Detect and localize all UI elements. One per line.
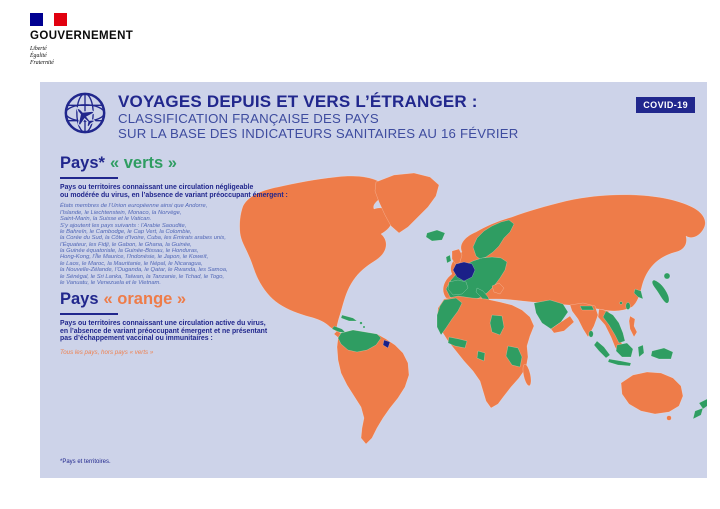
map-java xyxy=(607,358,632,367)
map-antilles-dot xyxy=(359,321,363,325)
map-new-guinea xyxy=(650,347,674,360)
flag-bar-white xyxy=(43,13,54,26)
map-ireland xyxy=(445,254,452,264)
map-nepal xyxy=(579,305,595,311)
map-africa xyxy=(436,295,535,409)
footnote: *Pays et territoires. xyxy=(60,459,111,465)
pays-orange-heading-plain: Pays xyxy=(60,290,99,308)
map-madagascar xyxy=(522,363,532,387)
map-yemen-oman xyxy=(550,315,575,334)
map-france xyxy=(452,261,476,282)
page-subtitle-line1: CLASSIFICATION FRANÇAISE DES PAYS xyxy=(118,111,379,126)
map-philippines xyxy=(628,315,638,338)
map-honduras-nicaragua xyxy=(331,325,347,334)
map-north-america xyxy=(239,175,393,333)
map-australia xyxy=(620,371,684,415)
map-cuba xyxy=(340,314,358,322)
map-iceland xyxy=(425,229,446,242)
pays-orange-description: Pays ou territoires connaissant une circ… xyxy=(60,320,268,343)
map-ivory-coast-ghana-togo xyxy=(447,336,468,349)
map-sumatra xyxy=(593,340,611,359)
french-flag-icon xyxy=(30,13,67,26)
map-uganda-tanzania xyxy=(505,345,523,368)
map-vietnam-laos-cambodia xyxy=(602,310,626,344)
map-sri-lanka xyxy=(588,330,594,338)
map-colombia-venezuela-ecuador xyxy=(337,329,382,353)
map-south-america xyxy=(336,329,410,445)
section-pays-orange: Pays « orange » Pays ou territoires conn… xyxy=(60,290,308,356)
map-gabon xyxy=(476,350,486,362)
map-balkans xyxy=(491,282,505,295)
map-french-guiana xyxy=(382,339,391,349)
map-antilles-dot-2 xyxy=(362,325,366,329)
pays-orange-heading: Pays « orange » xyxy=(60,290,308,309)
map-scandinavia xyxy=(472,219,515,260)
map-south-korea xyxy=(633,288,644,300)
world-map xyxy=(239,172,707,445)
title-block: VOYAGES DEPUIS ET VERS L’ÉTRANGER : CLAS… xyxy=(118,92,588,142)
map-japan xyxy=(651,279,670,304)
pays-verts-heading-plain: Pays* xyxy=(60,154,105,172)
map-united-kingdom xyxy=(451,248,463,266)
map-greenland xyxy=(374,172,440,234)
pays-verts-heading-accent: « verts » xyxy=(109,154,177,172)
page-subtitle-line2: SUR LA BASE DES INDICATEURS SANITAIRES A… xyxy=(118,125,519,141)
flag-bar-blue xyxy=(30,13,43,26)
globe-plane-icon xyxy=(62,90,108,136)
covid-badge: COVID-19 xyxy=(636,97,695,113)
map-hokkaido xyxy=(663,272,671,280)
pays-verts-heading: Pays* « verts » xyxy=(60,154,308,173)
map-borneo xyxy=(615,342,634,358)
map-northwest-africa xyxy=(436,297,463,336)
heading-underline xyxy=(60,177,118,179)
map-new-zealand-north xyxy=(698,398,707,410)
map-tasmania xyxy=(666,415,672,421)
map-chad xyxy=(489,314,505,336)
pays-orange-note: Tous les pays, hors pays « verts » xyxy=(60,349,154,357)
pays-verts-country-list: États membres de l’Union européenne ains… xyxy=(60,203,228,286)
map-sulawesi xyxy=(637,344,645,358)
map-iberia xyxy=(447,279,469,296)
map-hong-kong xyxy=(619,301,623,305)
map-new-zealand-south xyxy=(692,407,704,420)
pays-verts-description: Pays ou territoires connaissant une circ… xyxy=(60,184,288,199)
gouvernement-logo: GOUVERNEMENT Liberté Égalité Fraternité xyxy=(30,13,133,67)
pays-orange-heading-accent: « orange » xyxy=(103,290,187,308)
main-panel: VOYAGES DEPUIS ET VERS L’ÉTRANGER : CLAS… xyxy=(40,82,707,478)
heading-underline xyxy=(60,313,118,315)
section-pays-verts: Pays* « verts » Pays ou territoires conn… xyxy=(60,154,308,286)
page-title: VOYAGES DEPUIS ET VERS L’ÉTRANGER : xyxy=(118,92,478,111)
flag-bar-red xyxy=(54,13,67,26)
republic-motto: Liberté Égalité Fraternité xyxy=(30,46,54,66)
gouvernement-wordmark: GOUVERNEMENT xyxy=(30,30,134,42)
map-taiwan xyxy=(625,302,631,310)
